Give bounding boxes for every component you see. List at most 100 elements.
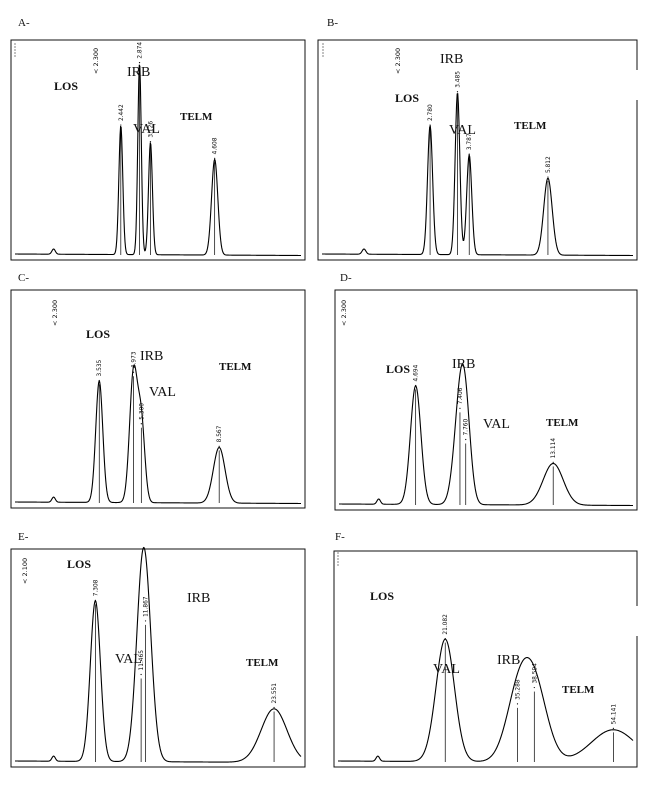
peak-val-apex <box>140 423 142 425</box>
injection-marker: < 2.300 <box>394 48 402 74</box>
compound-label-val: VAL <box>433 662 460 677</box>
panel-frame <box>10 39 306 261</box>
compound-label-los: LOS <box>54 79 78 93</box>
peak-los-apex <box>98 379 100 382</box>
peak-los-rt-label: 4.694 <box>412 364 420 381</box>
panel-label: D- <box>340 272 352 284</box>
panel-frame <box>334 289 638 511</box>
panel-label: E- <box>18 531 29 543</box>
compound-label-los: LOS <box>395 91 419 105</box>
peak-los-rt-label: 2.442 <box>117 104 125 121</box>
peak-val-apex <box>140 673 142 676</box>
peak-telm-apex <box>218 445 220 447</box>
compound-label-val: VAL <box>115 652 142 667</box>
corner-scale-ticks <box>337 552 339 566</box>
peak-telm-apex <box>547 176 549 178</box>
peak-telm-rt-label: 13.114 <box>549 438 557 459</box>
peak-los-apex <box>444 638 446 640</box>
panel-label: C- <box>18 272 29 284</box>
peak-val-rt-label: 3.787 <box>465 133 473 150</box>
peak-los-apex <box>94 599 96 601</box>
peak-val-rt-label: 3.126 <box>146 121 154 138</box>
chromatogram-trace <box>339 363 633 507</box>
compound-label-telm: TELM <box>246 657 279 669</box>
compound-label-val: VAL <box>483 417 510 432</box>
peak-los-apex <box>429 124 431 126</box>
chromatogram-trace <box>322 93 633 257</box>
compound-label-irb: IRB <box>497 653 520 668</box>
injection-marker: < 2.100 <box>21 558 29 584</box>
compound-label-los: LOS <box>67 557 91 571</box>
peak-telm-apex <box>214 157 216 159</box>
injection-marker: < 2.300 <box>51 300 59 326</box>
compound-label-los: LOS <box>386 362 410 376</box>
peak-telm-apex <box>552 461 554 463</box>
chromatogram-trace <box>15 364 301 505</box>
peak-telm-apex <box>273 706 275 709</box>
compound-label-irb: IRB <box>140 349 163 364</box>
peak-telm-rt-label: 8.567 <box>215 425 223 442</box>
panel-label: A- <box>18 17 30 29</box>
peak-telm-apex <box>612 727 614 729</box>
chromatogram-panel-3: C- 3.535 LOS 4.973 IRB 5.300 VAL 8.567 TELM < 2.3… <box>10 272 306 509</box>
peak-los-apex <box>120 124 122 126</box>
peak-los-apex <box>415 384 417 387</box>
panel-label: B- <box>327 17 338 29</box>
compound-label-los: LOS <box>370 589 394 603</box>
peak-irb-apex <box>138 62 141 64</box>
injection-marker: < 2.300 <box>340 300 348 326</box>
frame-gap <box>635 70 641 100</box>
corner-scale-ticks <box>14 43 16 57</box>
peak-irb-apex <box>132 371 135 373</box>
peak-irb-apex <box>533 686 535 689</box>
peak-irb-apex <box>144 620 147 622</box>
peak-los-rt-label: 7.308 <box>91 579 99 596</box>
chromatogram-trace <box>15 546 302 763</box>
peak-val-apex <box>465 438 467 441</box>
compound-label-val: VAL <box>133 122 160 137</box>
peak-val-rt-label: 5.300 <box>137 403 145 420</box>
frame-gap <box>635 606 641 636</box>
compound-label-irb: IRB <box>187 591 210 606</box>
chromatogram-trace <box>15 64 301 257</box>
compound-label-irb: IRB <box>440 52 463 67</box>
injection-marker: < 2.300 <box>92 48 100 74</box>
peak-val-rt-label: 7.760 <box>462 419 470 436</box>
peak-val-apex <box>516 703 519 705</box>
compound-label-irb: IRB <box>452 357 475 372</box>
compound-label-telm: TELM <box>514 120 547 132</box>
peak-irb-apex <box>456 91 459 93</box>
panel-frame <box>317 39 638 261</box>
peak-telm-rt-label: 5.812 <box>544 156 552 173</box>
peak-telm-rt-label: 23.551 <box>270 683 278 704</box>
peak-irb-apex <box>459 407 461 409</box>
peak-telm-rt-label: 4.608 <box>211 137 219 154</box>
corner-scale-ticks <box>322 43 324 57</box>
compound-label-val: VAL <box>449 123 476 138</box>
panel-frame <box>10 548 306 768</box>
peak-irb-rt-label: 11.867 <box>142 596 150 617</box>
compound-label-val: VAL <box>149 385 176 400</box>
peak-val-rt-label: 11.465 <box>137 650 145 671</box>
peak-telm-rt-label: 54.141 <box>609 704 617 725</box>
compound-label-telm: TELM <box>562 684 595 696</box>
peak-val-apex <box>149 141 152 143</box>
peak-val-rt-label: 35.288 <box>513 679 521 700</box>
panel-frame <box>10 289 306 509</box>
peak-irb-rt-label: 3.485 <box>453 71 461 88</box>
compound-label-telm: TELM <box>219 361 252 373</box>
compound-label-telm: TELM <box>546 417 579 429</box>
peak-irb-rt-label: 2.874 <box>136 42 144 59</box>
compound-label-irb: IRB <box>127 65 150 80</box>
peak-irb-rt-label: 4.973 <box>130 351 138 368</box>
chromatogram-trace <box>338 638 634 762</box>
compound-label-telm: TELM <box>180 111 213 123</box>
peak-val-apex <box>468 153 470 155</box>
peak-irb-rt-label: 7.406 <box>456 387 464 404</box>
peak-irb-rt-label: 38.594 <box>530 663 538 684</box>
